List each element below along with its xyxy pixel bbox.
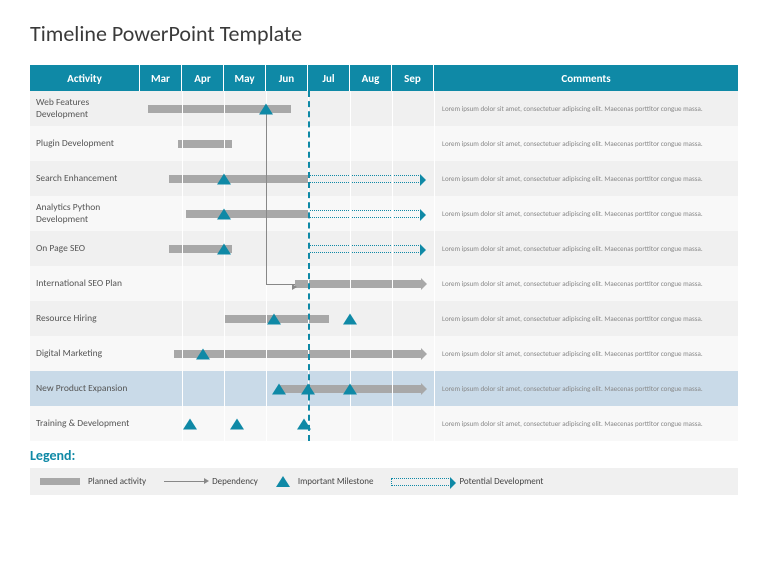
- legend-label: Important Milestone: [298, 476, 374, 487]
- potential-bar: [308, 210, 421, 218]
- legend-milestone: Important Milestone: [276, 476, 374, 487]
- activity-label: Training & Development: [30, 406, 140, 441]
- table-row: Search Enhancement Lorem ipsum dolor sit …: [30, 161, 738, 196]
- table-row: Training & Development Lorem ipsum dolor …: [30, 406, 738, 441]
- table-row: International SEO Plan Lorem ipsum dolor …: [30, 266, 738, 301]
- legend-row: Planned activity Dependency Important Mi…: [30, 468, 738, 495]
- planned-bar: [178, 140, 233, 148]
- comment-text: Lorem ipsum dolor sit amet, consectetuer…: [434, 301, 738, 336]
- header-month: Jun: [266, 65, 308, 91]
- header-activity: Activity: [30, 65, 140, 91]
- activity-label: Search Enhancement: [30, 161, 140, 196]
- table-row: Web Features Development Lorem ipsum dolo…: [30, 91, 738, 126]
- milestone-triangle-icon: [276, 476, 290, 487]
- planned-bar-icon: [40, 478, 80, 485]
- timeline-cell: [140, 406, 434, 441]
- legend-label: Dependency: [212, 476, 258, 487]
- legend-dependency: Dependency: [164, 476, 258, 487]
- gantt-chart: Activity Mar Apr May Jun Jul Aug Sep Com…: [30, 65, 738, 441]
- potential-bar: [308, 245, 421, 253]
- milestone-marker: [183, 418, 197, 429]
- milestone-marker: [230, 418, 244, 429]
- milestone-marker: [217, 173, 231, 184]
- timeline-cell: [140, 126, 434, 161]
- activity-label: On Page SEO: [30, 231, 140, 266]
- legend-label: Planned activity: [88, 476, 146, 487]
- header-row: Activity Mar Apr May Jun Jul Aug Sep Com…: [30, 65, 738, 91]
- milestone-marker: [343, 383, 357, 394]
- milestone-marker: [272, 383, 286, 394]
- activity-label: Analytics Python Development: [30, 196, 140, 231]
- milestone-marker: [301, 383, 315, 394]
- legend-potential: Potential Development: [391, 476, 543, 487]
- milestone-marker: [259, 103, 273, 114]
- table-row: On Page SEO Lorem ipsum dolor sit amet, c…: [30, 231, 738, 266]
- comment-text: Lorem ipsum dolor sit amet, consectetuer…: [434, 371, 738, 406]
- header-month: May: [224, 65, 266, 91]
- activity-label: Digital Marketing: [30, 336, 140, 371]
- timeline-cell: [140, 301, 434, 336]
- milestone-marker: [217, 243, 231, 254]
- timeline-cell: [140, 161, 434, 196]
- comment-text: Lorem ipsum dolor sit amet, consectetuer…: [434, 196, 738, 231]
- planned-bar: [186, 210, 308, 218]
- comment-text: Lorem ipsum dolor sit amet, consectetuer…: [434, 161, 738, 196]
- timeline-cell: [140, 336, 434, 371]
- comment-text: Lorem ipsum dolor sit amet, consectetuer…: [434, 126, 738, 161]
- dependency-arrow-icon: [164, 481, 204, 482]
- milestone-marker: [267, 313, 281, 324]
- page-title: Timeline PowerPoint Template: [30, 20, 738, 47]
- legend-label: Potential Development: [459, 476, 543, 487]
- milestone-marker: [343, 313, 357, 324]
- table-row: Analytics Python Development Lorem ipsum …: [30, 196, 738, 231]
- header-month: Jul: [308, 65, 350, 91]
- legend-title: Legend:: [30, 447, 738, 464]
- comment-text: Lorem ipsum dolor sit amet, consectetuer…: [434, 91, 738, 126]
- timeline-cell: [140, 196, 434, 231]
- comment-text: Lorem ipsum dolor sit amet, consectetuer…: [434, 266, 738, 301]
- milestone-marker: [297, 418, 311, 429]
- planned-bar: [174, 350, 422, 358]
- planned-bar: [169, 175, 308, 183]
- activity-label: New Product Expansion: [30, 371, 140, 406]
- table-row: Plugin Development Lorem ipsum dolor sit …: [30, 126, 738, 161]
- table-row: Digital Marketing Lorem ipsum dolor sit a…: [30, 336, 738, 371]
- activity-label: Web Features Development: [30, 91, 140, 126]
- table-row: Resource Hiring Lorem ipsum dolor sit ame…: [30, 301, 738, 336]
- activity-label: International SEO Plan: [30, 266, 140, 301]
- timeline-cell: [140, 266, 434, 301]
- rows-container: Web Features Development Lorem ipsum dolo…: [30, 91, 738, 441]
- potential-dotted-icon: [391, 478, 451, 486]
- header-month: Apr: [182, 65, 224, 91]
- timeline-cell: [140, 371, 434, 406]
- header-month: Aug: [350, 65, 392, 91]
- legend-planned: Planned activity: [40, 476, 146, 487]
- timeline-cell: [140, 91, 434, 126]
- comment-text: Lorem ipsum dolor sit amet, consectetuer…: [434, 336, 738, 371]
- activity-label: Resource Hiring: [30, 301, 140, 336]
- activity-label: Plugin Development: [30, 126, 140, 161]
- comment-text: Lorem ipsum dolor sit amet, consectetuer…: [434, 406, 738, 441]
- header-month: Mar: [140, 65, 182, 91]
- table-row: New Product Expansion Lorem ipsum dolor s…: [30, 371, 738, 406]
- planned-bar: [295, 280, 421, 288]
- potential-bar: [308, 175, 421, 183]
- comment-text: Lorem ipsum dolor sit amet, consectetuer…: [434, 231, 738, 266]
- header-month: Sep: [392, 65, 434, 91]
- milestone-marker: [196, 348, 210, 359]
- milestone-marker: [217, 208, 231, 219]
- header-comments: Comments: [434, 65, 738, 91]
- timeline-cell: [140, 231, 434, 266]
